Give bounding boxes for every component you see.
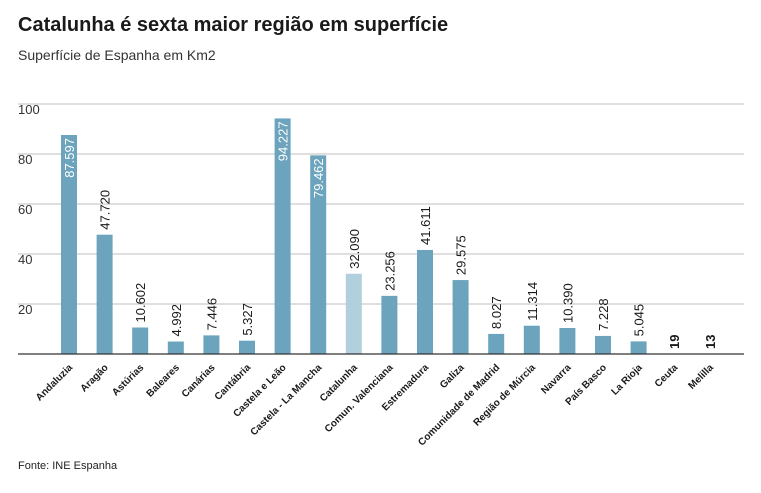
x-tick-label: Melilla <box>687 362 717 392</box>
bars <box>61 118 647 355</box>
data-label: 94.227 <box>276 121 291 161</box>
data-label: 7.228 <box>596 298 611 331</box>
data-label: 47.720 <box>98 190 113 230</box>
chart-title: Catalunha é sexta maior região em superf… <box>18 14 449 36</box>
bar-3 <box>167 341 184 354</box>
bar-13 <box>523 325 540 354</box>
data-labels: 87.597 47.720 10.602 4.992 7.446 5.327 94.227 7… <box>62 121 718 349</box>
data-label: 10.390 <box>560 283 575 323</box>
x-tick-label: Comun. Valenciana <box>323 362 396 435</box>
data-label: 4.992 <box>169 304 184 337</box>
x-tick-label: Astúrias <box>110 362 146 398</box>
data-label: 19 <box>667 334 682 348</box>
bar-10 <box>417 249 433 354</box>
bar-14 <box>559 328 576 354</box>
bar-8 <box>345 273 362 354</box>
bar-7 <box>310 155 327 354</box>
data-label: 23.256 <box>382 251 397 291</box>
data-label: 10.602 <box>133 283 148 323</box>
data-label: 87.597 <box>62 138 77 178</box>
chart-subtitle: Superfície de Espanha em Km2 <box>18 47 216 63</box>
data-label: 32.090 <box>347 229 362 269</box>
x-tick-label: Galiza <box>438 362 467 391</box>
x-tick-label: Baleares <box>145 362 183 400</box>
y-tick-label: 100 <box>18 102 40 117</box>
y-tick-label: 20 <box>18 302 32 317</box>
bar-0 <box>61 135 77 354</box>
x-tick-label: La Rioja <box>609 362 645 398</box>
bar-9 <box>381 295 398 354</box>
y-tick-label: 60 <box>18 202 32 217</box>
x-tick-label: Navarra <box>539 362 573 396</box>
data-label: 79.462 <box>311 158 326 198</box>
x-axis-labels: Andaluzia Aragão AstúriasBalearesCanáriasC… <box>34 362 716 448</box>
data-label: 5.327 <box>240 303 255 336</box>
data-label: 11.314 <box>525 282 540 321</box>
bar-4 <box>203 335 220 354</box>
y-tick-label: 80 <box>18 152 32 167</box>
x-tick-label: Região de Múrcia <box>472 362 539 429</box>
bar-16 <box>630 341 647 354</box>
gridlines: 20 40 60 80 100 <box>18 102 744 317</box>
y-tick-label: 40 <box>18 252 32 267</box>
data-label: 41.611 <box>418 206 433 245</box>
data-label: 5.045 <box>632 304 647 337</box>
bar-5 <box>239 340 255 354</box>
bar-12 <box>488 333 505 354</box>
bar-2 <box>132 327 149 354</box>
bar-15 <box>595 335 611 354</box>
x-tick-label: Ceuta <box>653 362 681 390</box>
bar-1 <box>96 234 113 354</box>
data-label: 7.446 <box>204 298 219 331</box>
data-label: 29.575 <box>454 235 469 275</box>
x-tick-label: Aragão <box>79 362 111 394</box>
bar-6 <box>274 118 291 355</box>
source-note: Fonte: INE Espanha <box>18 460 118 472</box>
x-tick-label: Castela - La Mancha <box>249 362 325 438</box>
x-tick-label: Andaluzia <box>34 362 75 403</box>
data-label: 8.027 <box>489 296 504 329</box>
bar-11 <box>452 280 469 354</box>
data-label: 13 <box>703 334 718 348</box>
